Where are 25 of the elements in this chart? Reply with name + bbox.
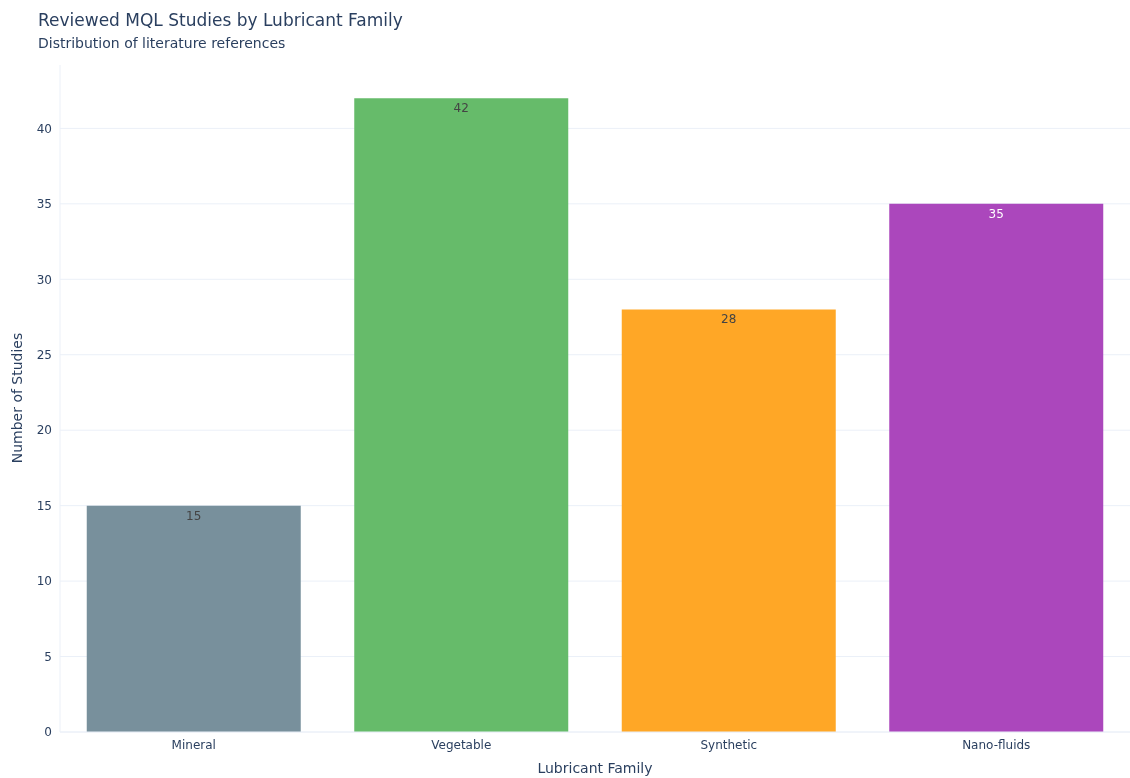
bar xyxy=(354,98,569,732)
y-tick-label: 20 xyxy=(36,423,52,438)
y-tick-label: 5 xyxy=(44,649,52,664)
y-tick-label: 15 xyxy=(36,498,52,513)
y-axis-title: Number of Studies xyxy=(9,332,25,464)
y-tick-label: 10 xyxy=(36,574,52,589)
x-tick-label: Nano-fluids xyxy=(962,737,1031,752)
chart-title: Reviewed MQL Studies by Lubricant Family xyxy=(38,10,403,30)
y-tick-label: 40 xyxy=(36,121,52,136)
chart-subtitle: Distribution of literature references xyxy=(38,35,286,51)
x-axis-title: Lubricant Family xyxy=(536,760,654,776)
data-label: 28 xyxy=(721,312,737,327)
y-tick-label: 0 xyxy=(44,725,52,740)
y-tick-label: 30 xyxy=(36,272,52,287)
bar xyxy=(889,203,1104,732)
data-label: 35 xyxy=(988,206,1004,221)
bar xyxy=(86,505,301,732)
x-tick-label: Synthetic xyxy=(700,737,758,752)
bar xyxy=(621,309,836,732)
data-label: 42 xyxy=(453,101,469,116)
y-tick-label: 25 xyxy=(36,348,52,362)
data-label: 15 xyxy=(186,508,202,523)
y-tick-label: 35 xyxy=(36,197,52,212)
x-tick-label: Vegetable xyxy=(431,737,492,752)
x-tick-label: Mineral xyxy=(171,737,216,752)
